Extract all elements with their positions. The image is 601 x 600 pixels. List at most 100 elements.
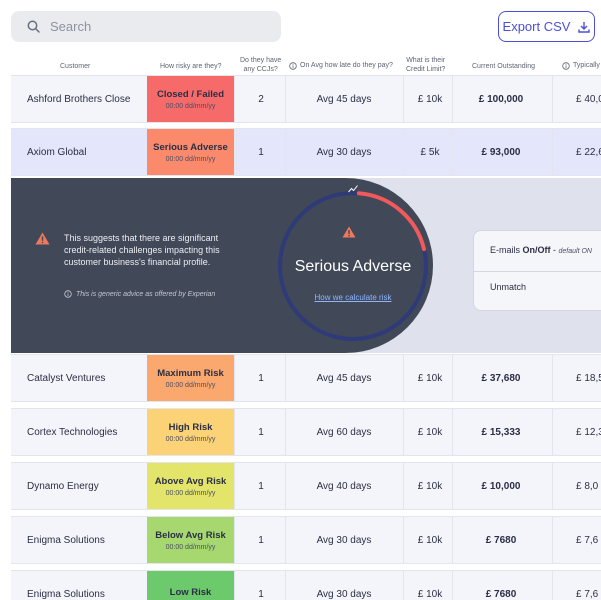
risk-date: 00:00 dd/mm/yy [165,435,216,443]
risk-badge: Above Avg Risk 00:00 dd/mm/yy [147,463,234,509]
export-csv-label: Export CSV [502,19,571,34]
how-we-calculate-risk-link[interactable]: How we calculate risk [314,293,392,302]
column-header-risk[interactable]: How risky are they? [160,63,222,70]
current-outstanding: £ 93,000 [481,146,521,158]
emails-separator: - [550,245,559,255]
typically-value: £ 22,6 [576,146,601,158]
customer-name: Axiom Global [27,146,87,158]
emails-prefix: E-mails [490,245,523,255]
emails-toggle-item[interactable]: E-mails On/Off - default ON [490,245,592,255]
risk-rating-title: Serious Adverse [294,258,412,275]
column-header-late-label: On Avg how late do they pay? [300,62,393,69]
ccj-count: 1 [258,534,264,546]
generic-advice-label: This is generic advice as offered by Exp… [76,290,216,298]
column-header-limit-line2: Credit Limit? [406,65,446,73]
risk-date: 00:00 dd/mm/yy [165,381,216,389]
risk-badge: Below Avg Risk 00:00 dd/mm/yy [147,517,234,563]
column-divider [552,463,553,509]
risk-advice-text: This suggests that there are significant… [64,233,220,268]
customer-name: Cortex Technologies [27,426,118,438]
column-header-typically-label: Typically [573,62,600,69]
column-divider [234,409,235,455]
column-header-ccj-line2: any CCJs? [243,65,278,73]
ccj-count: 1 [258,588,264,600]
column-divider [403,517,404,563]
gauge-track [278,191,428,341]
column-divider [234,517,235,563]
gauge-level-arc [356,191,427,252]
risk-gauge [278,191,428,341]
column-divider [285,517,286,563]
column-divider [234,355,235,401]
typically-value: £ 7,6 [576,588,599,600]
column-divider [403,463,404,509]
risk-badge: Maximum Risk 00:00 dd/mm/yy [147,355,234,401]
column-header-typically[interactable]: Typically [562,62,600,71]
column-divider [452,129,453,175]
generic-advice-note: This is generic advice as offered by Exp… [64,290,215,298]
current-outstanding: £ 15,333 [481,426,521,438]
risk-label: Above Avg Risk [154,475,227,487]
table-row[interactable]: Enigma Solutions Low Risk 1 Avg 30 days … [11,570,601,600]
column-divider [552,129,553,175]
table-row[interactable]: Ashford Brothers Close Closed / Failed 0… [11,75,601,123]
column-divider [552,517,553,563]
table-row[interactable]: Enigma Solutions Below Avg Risk 00:00 dd… [11,516,601,564]
column-header-late[interactable]: On Avg how late do they pay? [289,62,393,71]
risk-label: Low Risk [169,587,212,598]
column-divider [452,517,453,563]
customer-name: Dynamo Energy [27,480,99,492]
risk-badge: High Risk 00:00 dd/mm/yy [147,409,234,455]
column-divider [403,409,404,455]
avg-days-late: Avg 40 days [316,480,372,492]
search-input[interactable] [50,19,250,34]
credit-limit: £ 10k [417,480,443,492]
current-outstanding: £ 100,000 [478,93,524,105]
column-header-ccj[interactable]: Do they have any CCJs? [240,57,281,75]
current-outstanding: £ 10,000 [481,480,521,492]
credit-limit: £ 5k [420,146,440,158]
emails-default: default ON [558,248,592,255]
avg-days-late: Avg 30 days [316,588,372,600]
column-divider [285,355,286,401]
risk-summary-card: This suggests that there are significant… [11,178,433,353]
column-divider [234,463,235,509]
column-divider [452,463,453,509]
column-divider [452,76,453,122]
column-divider [403,571,404,600]
avg-days-late: Avg 45 days [316,93,372,105]
current-outstanding: £ 37,680 [481,372,521,384]
avg-days-late: Avg 30 days [316,534,372,546]
info-icon [64,290,72,298]
ccj-count: 1 [258,426,264,438]
export-csv-button[interactable]: Export CSV [498,11,595,42]
credit-limit: £ 10k [417,534,443,546]
column-header-limit[interactable]: What is their Credit Limit? [406,57,445,75]
emails-on-off: On/Off [522,245,551,255]
column-header-ccj-line1: Do they have [240,57,282,64]
unmatch-item[interactable]: Unmatch [490,282,527,292]
column-divider [234,129,235,175]
column-divider [234,76,235,122]
customer-name: Enigma Solutions [27,588,105,600]
risk-badge: Closed / Failed 00:00 dd/mm/yy [147,76,234,122]
table-row-selected[interactable]: Axiom Global Serious Adverse 00:00 dd/mm… [11,128,601,176]
column-divider [452,409,453,455]
avg-days-late: Avg 30 days [316,146,372,158]
risk-label: High Risk [168,421,213,433]
column-divider [285,463,286,509]
risk-label: Serious Adverse [153,141,228,153]
table-row[interactable]: Cortex Technologies High Risk 00:00 dd/m… [11,408,601,456]
table-row[interactable]: Dynamo Energy Above Avg Risk 00:00 dd/mm… [11,462,601,510]
risk-date: 00:00 dd/mm/yy [165,102,216,110]
search-bar[interactable] [11,11,281,42]
column-divider [403,355,404,401]
column-header-customer[interactable]: Customer [60,63,91,70]
risk-detail-panel: This suggests that there are significant… [11,178,601,353]
table-row[interactable]: Catalyst Ventures Maximum Risk 00:00 dd/… [11,354,601,402]
avg-days-late: Avg 60 days [316,426,372,438]
column-header-outstanding[interactable]: Current Outstanding [472,63,536,70]
credit-limit: £ 10k [417,93,443,105]
risk-date: 00:00 dd/mm/yy [165,489,216,497]
typically-value: £ 7,6 [576,534,599,546]
